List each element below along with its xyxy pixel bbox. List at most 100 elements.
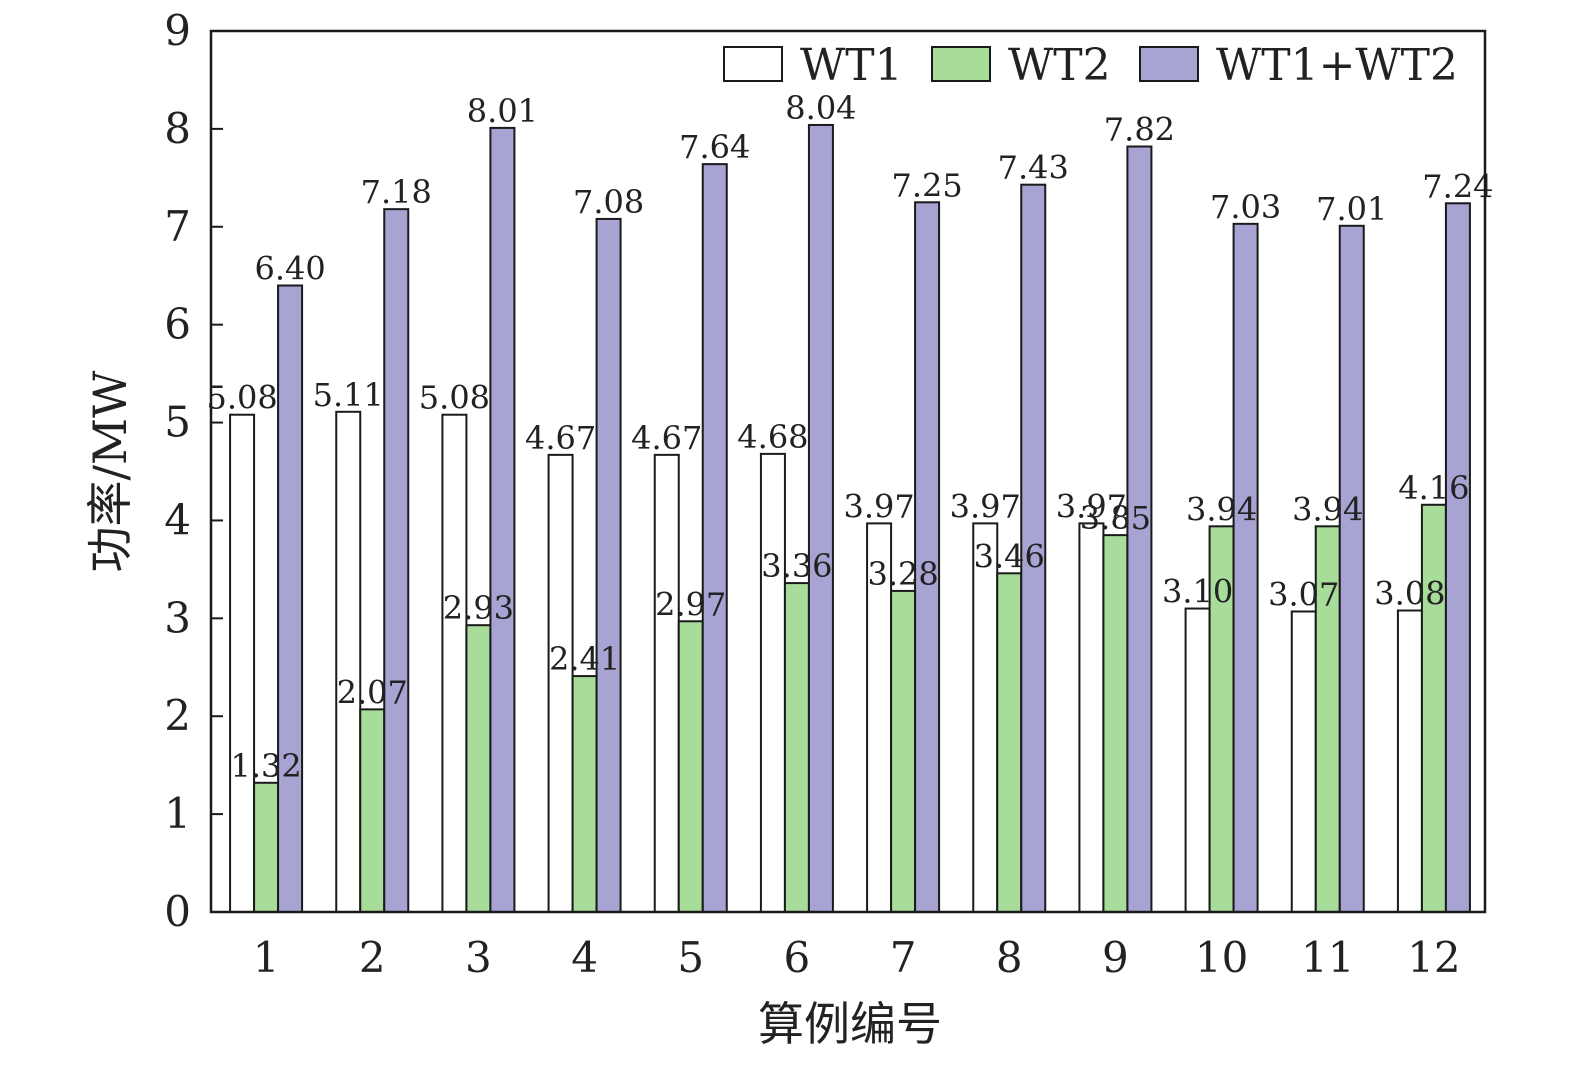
data-label-wt2: 3.94 bbox=[1186, 490, 1257, 528]
bar-wt2 bbox=[996, 572, 1023, 913]
bar-wt2 bbox=[1208, 525, 1235, 913]
y-tick-label: 0 bbox=[164, 887, 191, 936]
bar-wt1 bbox=[229, 413, 256, 913]
x-tick-label: 1 bbox=[253, 933, 280, 982]
data-label-wt1-wt2: 6.40 bbox=[254, 250, 325, 288]
data-labels-layer: 5.08 1.32 6.40 5.11 2.07 7.18 5.08 2.93 8.01 4.67… bbox=[206, 89, 1493, 785]
x-tick-label: 4 bbox=[571, 933, 598, 982]
legend-label-wt1: WT1 bbox=[800, 40, 903, 91]
x-tick-label: 10 bbox=[1195, 933, 1248, 982]
legend: WT1 WT2 WT1+WT2 bbox=[723, 40, 1458, 91]
bar-wt1 bbox=[1184, 607, 1211, 913]
data-label-wt1-wt2: 7.01 bbox=[1316, 190, 1387, 228]
data-label-wt1-wt2: 8.01 bbox=[467, 92, 538, 130]
bar-wt1-wt2 bbox=[914, 201, 941, 914]
bar-wt2 bbox=[677, 620, 704, 914]
y-tick-label: 2 bbox=[164, 691, 191, 740]
bar-wt1-wt2 bbox=[489, 126, 516, 914]
data-label-wt2: 3.28 bbox=[867, 555, 938, 593]
data-label-wt1: 4.67 bbox=[631, 419, 702, 457]
data-label-wt1-wt2: 7.18 bbox=[361, 173, 432, 211]
bar-wt1 bbox=[547, 453, 574, 913]
data-label-wt2: 2.97 bbox=[655, 585, 726, 623]
bar-wt2 bbox=[359, 708, 386, 913]
data-label-wt1: 3.07 bbox=[1268, 575, 1339, 613]
bar-wt2 bbox=[1102, 534, 1129, 914]
bar-wt1 bbox=[441, 413, 468, 913]
bars-layer bbox=[229, 123, 1471, 914]
bar-wt1-wt2 bbox=[1126, 145, 1153, 913]
data-label-wt2: 4.16 bbox=[1398, 469, 1469, 507]
bar-wt1-wt2 bbox=[383, 208, 410, 913]
y-axis: 0 1 2 3 4 5 6 7 8 9 bbox=[164, 6, 223, 936]
bar-wt2 bbox=[1420, 503, 1447, 913]
data-label-wt2: 3.36 bbox=[761, 547, 832, 585]
data-label-wt1-wt2: 7.82 bbox=[1104, 111, 1175, 149]
y-tick-label: 7 bbox=[164, 202, 191, 251]
x-tick-label: 9 bbox=[1102, 933, 1129, 982]
data-label-wt1: 3.97 bbox=[950, 487, 1021, 525]
plot-frame bbox=[209, 29, 1487, 914]
data-label-wt2: 2.07 bbox=[337, 673, 408, 711]
data-label-wt1: 5.08 bbox=[206, 379, 277, 417]
legend-swatch-wt1-wt2 bbox=[1139, 46, 1199, 82]
bar-wt1-wt2 bbox=[807, 123, 834, 914]
legend-swatch-wt2 bbox=[931, 46, 991, 82]
x-axis: 1 2 3 4 5 6 7 8 9 10 11 12 bbox=[253, 933, 1461, 982]
data-label-wt2: 3.46 bbox=[974, 537, 1045, 575]
bar-wt1-wt2 bbox=[1338, 224, 1365, 913]
x-tick-label: 6 bbox=[784, 933, 811, 982]
data-label-wt2: 1.32 bbox=[230, 747, 301, 785]
bar-wt1 bbox=[972, 522, 999, 913]
data-label-wt1-wt2: 7.43 bbox=[998, 149, 1069, 187]
x-tick-label: 2 bbox=[359, 933, 386, 982]
x-tick-label: 12 bbox=[1407, 933, 1460, 982]
bar-wt1 bbox=[866, 522, 893, 913]
data-label-wt1: 5.08 bbox=[419, 379, 490, 417]
bar-wt1 bbox=[1396, 609, 1423, 913]
data-label-wt1: 3.08 bbox=[1374, 575, 1445, 613]
bar-wt1 bbox=[653, 453, 680, 913]
data-label-wt1: 4.68 bbox=[737, 418, 808, 456]
y-tick-label: 5 bbox=[164, 398, 191, 447]
bar-wt2 bbox=[783, 582, 810, 913]
legend-label-wt2: WT2 bbox=[1008, 40, 1111, 91]
data-label-wt1-wt2: 7.08 bbox=[573, 183, 644, 221]
bar-wt1-wt2 bbox=[595, 217, 622, 914]
bar-wt2 bbox=[571, 675, 598, 913]
bar-wt1-wt2 bbox=[701, 163, 728, 913]
y-tick-label: 4 bbox=[164, 495, 191, 544]
bar-wt1 bbox=[759, 452, 786, 913]
y-tick-label: 6 bbox=[164, 300, 191, 349]
bar-wt1 bbox=[1290, 610, 1317, 914]
bar-wt1 bbox=[335, 410, 362, 913]
x-tick-label: 8 bbox=[996, 933, 1023, 982]
bar-wt1 bbox=[1078, 522, 1105, 913]
legend-label-wt1-wt2: WT1+WT2 bbox=[1216, 40, 1458, 91]
bar-wt1-wt2 bbox=[1020, 183, 1047, 914]
x-axis-title: 算例编号 bbox=[758, 997, 942, 1051]
x-tick-label: 3 bbox=[465, 933, 492, 982]
x-tick-label: 11 bbox=[1301, 933, 1354, 982]
y-tick-label: 3 bbox=[164, 593, 191, 642]
bar-wt1-wt2 bbox=[1444, 202, 1471, 914]
y-axis-title: 功率/MW bbox=[83, 370, 137, 573]
data-label-wt1-wt2: 8.04 bbox=[785, 89, 856, 127]
data-label-wt1: 3.10 bbox=[1162, 573, 1233, 611]
data-label-wt1: 5.11 bbox=[313, 376, 384, 414]
data-label-wt1: 3.97 bbox=[1056, 487, 1127, 525]
y-tick-label: 9 bbox=[164, 6, 191, 55]
data-label-wt2: 3.85 bbox=[1080, 499, 1151, 537]
data-label-wt2: 2.41 bbox=[549, 640, 620, 678]
bar-wt1-wt2 bbox=[1232, 222, 1259, 913]
data-label-wt1: 4.67 bbox=[525, 419, 596, 457]
y-tick-label: 8 bbox=[164, 104, 191, 153]
data-label-wt1-wt2: 7.03 bbox=[1210, 188, 1281, 226]
data-label-wt2: 3.94 bbox=[1292, 490, 1363, 528]
y-tick-label: 1 bbox=[164, 789, 191, 838]
data-label-wt2: 2.93 bbox=[443, 589, 514, 627]
bar-wt2 bbox=[465, 624, 492, 913]
data-label-wt1-wt2: 7.25 bbox=[891, 166, 962, 204]
data-label-wt1-wt2: 7.64 bbox=[679, 128, 750, 166]
